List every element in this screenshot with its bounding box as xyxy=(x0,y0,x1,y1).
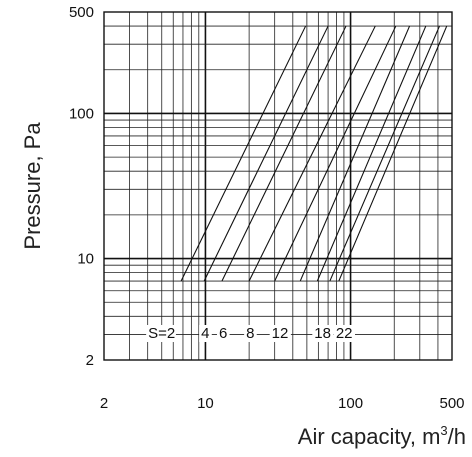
series-label: 8 xyxy=(246,325,254,342)
series-line-7 xyxy=(329,25,440,282)
series-labels: S=2 4 6 8 12 18 22 xyxy=(146,325,356,342)
series-label: 18 xyxy=(314,325,331,342)
x-tick-label: 100 xyxy=(338,395,363,412)
series-label: 12 xyxy=(272,325,289,342)
series-label-bg xyxy=(244,325,257,342)
y-tick-label: 100 xyxy=(69,105,94,122)
y-tick-labels: 2 10 100 500 xyxy=(69,4,94,369)
y-tick-label: 10 xyxy=(77,251,94,268)
x-tick-label: 10 xyxy=(197,395,214,412)
series-line-4 xyxy=(274,25,397,282)
series-label-bg xyxy=(312,325,334,342)
x-tick-label: 500 xyxy=(439,395,464,412)
series-label: 4 xyxy=(201,325,209,342)
series-label-bg xyxy=(269,325,291,342)
series-label: 22 xyxy=(336,325,353,342)
y-axis-title: Pressure, Pa xyxy=(20,122,45,250)
series-line-0 xyxy=(180,25,307,282)
series-label-bg xyxy=(216,325,230,342)
plot-frame xyxy=(103,11,453,361)
x-axis-title-superscript: 3 xyxy=(440,423,447,438)
series-label: S=2 xyxy=(148,325,175,342)
series-line-5 xyxy=(299,25,411,282)
x-axis-title: Air capacity, m3/h xyxy=(298,423,466,449)
x-tick-labels: 2 10 100 500 xyxy=(100,395,465,412)
series-label-bg xyxy=(199,325,212,342)
series-label-bg xyxy=(146,325,176,342)
series-line-2 xyxy=(221,25,347,282)
series-label-bg xyxy=(333,325,356,342)
series-line-1 xyxy=(203,25,329,282)
series-line-8 xyxy=(338,25,448,282)
x-tick-label: 2 xyxy=(100,395,108,412)
series-lines xyxy=(180,25,448,282)
grid xyxy=(103,11,453,361)
y-tick-label: 500 xyxy=(69,4,94,21)
series-line-3 xyxy=(248,25,376,282)
series-line-6 xyxy=(316,25,427,282)
y-tick-label: 2 xyxy=(86,352,94,369)
series-label: 6 xyxy=(219,325,227,342)
